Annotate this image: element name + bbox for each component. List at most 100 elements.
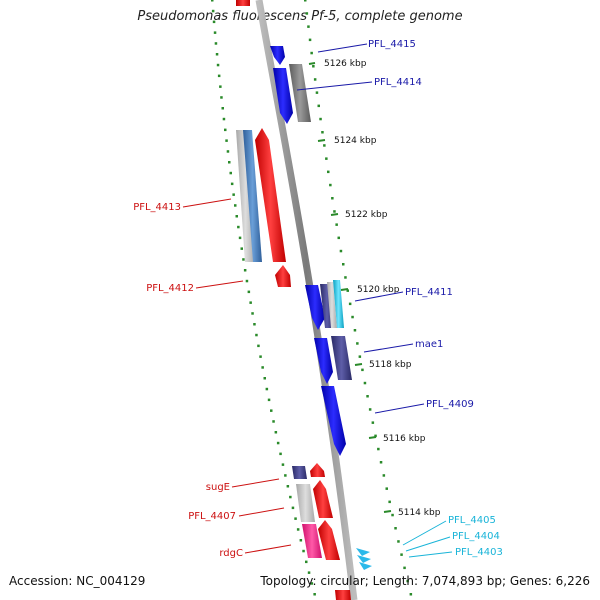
ring-dot (220, 96, 223, 99)
gene-label-rdgC[interactable]: rdgC (219, 548, 243, 559)
gene-label-mae1[interactable]: mae1 (415, 339, 443, 350)
scale-labels: 5126 kbp 5124 kbp 5122 kbp 5120 kbp 5118… (324, 59, 441, 518)
gene-arrow-PFL_4411[interactable] (305, 285, 325, 330)
ring-dot (379, 461, 383, 464)
backbone-top-red-mark (236, 0, 250, 6)
gene-block-rdgC-pink (302, 524, 322, 558)
ring-dot (315, 91, 319, 94)
ring-dot (216, 63, 220, 67)
forward-strand-features[interactable] (270, 46, 372, 570)
ring-dot (253, 323, 256, 326)
ring-dot (255, 333, 258, 337)
accession-text: Accession: NC_004129 (9, 574, 146, 588)
gene-label-PFL_4414[interactable]: PFL_4414 (374, 77, 422, 88)
ring-dot (286, 485, 290, 488)
ring-dot (294, 517, 297, 520)
ring-dot (312, 65, 315, 68)
gene-labels[interactable]: PFL_4415 PFL_4414 PFL_4413 PFL_4412 PFL_… (133, 39, 503, 559)
gene-arrow-PFL_4405[interactable] (356, 548, 370, 556)
ring-dot (323, 144, 326, 147)
gene-block-PFL_4413-light (236, 130, 255, 262)
gene-arrow-PFL_4413[interactable] (255, 128, 286, 262)
ring-dot (232, 193, 235, 196)
scale-label: 5120 kbp (357, 285, 400, 295)
ring-dot (358, 355, 362, 358)
ring-dot (289, 495, 292, 499)
ring-dot (237, 225, 240, 229)
ring-dot (382, 474, 386, 477)
ring-dot (229, 171, 232, 175)
ring-dot (235, 215, 238, 218)
ring-dot (296, 528, 300, 531)
ring-dot (215, 53, 219, 56)
gene-arrow-PFL_4404[interactable] (357, 555, 371, 563)
ring-dot (259, 355, 262, 358)
ring-dot (344, 276, 347, 279)
gene-label-PFL_4411[interactable]: PFL_4411 (405, 287, 453, 298)
gene-label-PFL_4405[interactable]: PFL_4405 (448, 515, 496, 526)
gene-block-PFL_4411-light (327, 282, 337, 328)
ring-dot (353, 329, 357, 332)
genome-summary-text: Topology: circular; Length: 7,074,893 bp… (260, 574, 590, 588)
gene-arrow-PFL_4412[interactable] (275, 265, 291, 287)
ring-dot (377, 447, 380, 451)
ring-dot (238, 236, 242, 240)
label-leaders-forward (296, 43, 425, 414)
ring-dot (221, 107, 224, 110)
reverse-strand-features[interactable] (236, 128, 351, 600)
ring-dot (394, 527, 397, 530)
ring-dot (363, 381, 367, 385)
ring-dot (217, 74, 221, 78)
ring-dot (243, 269, 247, 272)
ring-dot (291, 506, 295, 510)
ring-dot (265, 387, 269, 391)
ring-dot (361, 368, 364, 372)
ring-dot (307, 571, 311, 574)
label-leaders-small (402, 520, 453, 558)
ring-dot (403, 566, 406, 570)
gene-arrow-sugE[interactable] (310, 463, 325, 477)
ring-dot (319, 117, 322, 121)
gene-arrow-PFL_4414[interactable] (273, 68, 293, 124)
ring-dot (284, 474, 287, 477)
scale-label: 5126 kbp (324, 59, 367, 69)
ring-dot (310, 582, 314, 585)
ring-dot (317, 104, 320, 108)
ring-dot (308, 38, 312, 42)
ring-dot (337, 236, 340, 240)
gene-arrow-mae1[interactable] (314, 338, 333, 384)
ring-dot (299, 539, 303, 542)
ring-dot (211, 9, 215, 13)
ring-dot (226, 150, 230, 153)
ring-dot (406, 579, 409, 583)
ring-dot (374, 434, 377, 438)
gene-label-PFL_4403[interactable]: PFL_4403 (455, 547, 503, 558)
ring-dot (249, 301, 252, 304)
gene-label-PFL_4407[interactable]: PFL_4407 (188, 511, 236, 522)
ring-dot (325, 157, 328, 160)
ring-dot (397, 540, 400, 543)
ring-dot (327, 170, 330, 174)
gene-label-sugE[interactable]: sugE (206, 482, 230, 493)
ring-dot (305, 12, 309, 15)
gene-label-PFL_4409[interactable]: PFL_4409 (426, 399, 474, 410)
ring-dot (356, 342, 359, 345)
gene-label-PFL_4404[interactable]: PFL_4404 (452, 531, 500, 542)
gene-arrow-PFL_4415[interactable] (270, 46, 285, 65)
gene-arrow-PFL_4403[interactable] (359, 562, 372, 570)
ring-dot (279, 452, 282, 456)
ring-dot (276, 441, 280, 445)
ring-dot (348, 302, 352, 306)
gene-arrow-PFL_4409[interactable] (321, 386, 346, 456)
gene-label-PFL_4415[interactable]: PFL_4415 (368, 39, 416, 50)
ring-dot (313, 593, 316, 596)
gene-label-PFL_4412[interactable]: PFL_4412 (146, 283, 194, 294)
ring-dot (346, 289, 349, 292)
gene-arrow-rdgC[interactable] (318, 520, 340, 560)
scale-label: 5122 kbp (345, 210, 388, 220)
gene-label-PFL_4413[interactable]: PFL_4413 (133, 202, 181, 213)
gene-arrow-PFL_4407[interactable] (313, 480, 333, 518)
ring-dot (261, 366, 264, 369)
scale-label: 5114 kbp (398, 508, 441, 518)
